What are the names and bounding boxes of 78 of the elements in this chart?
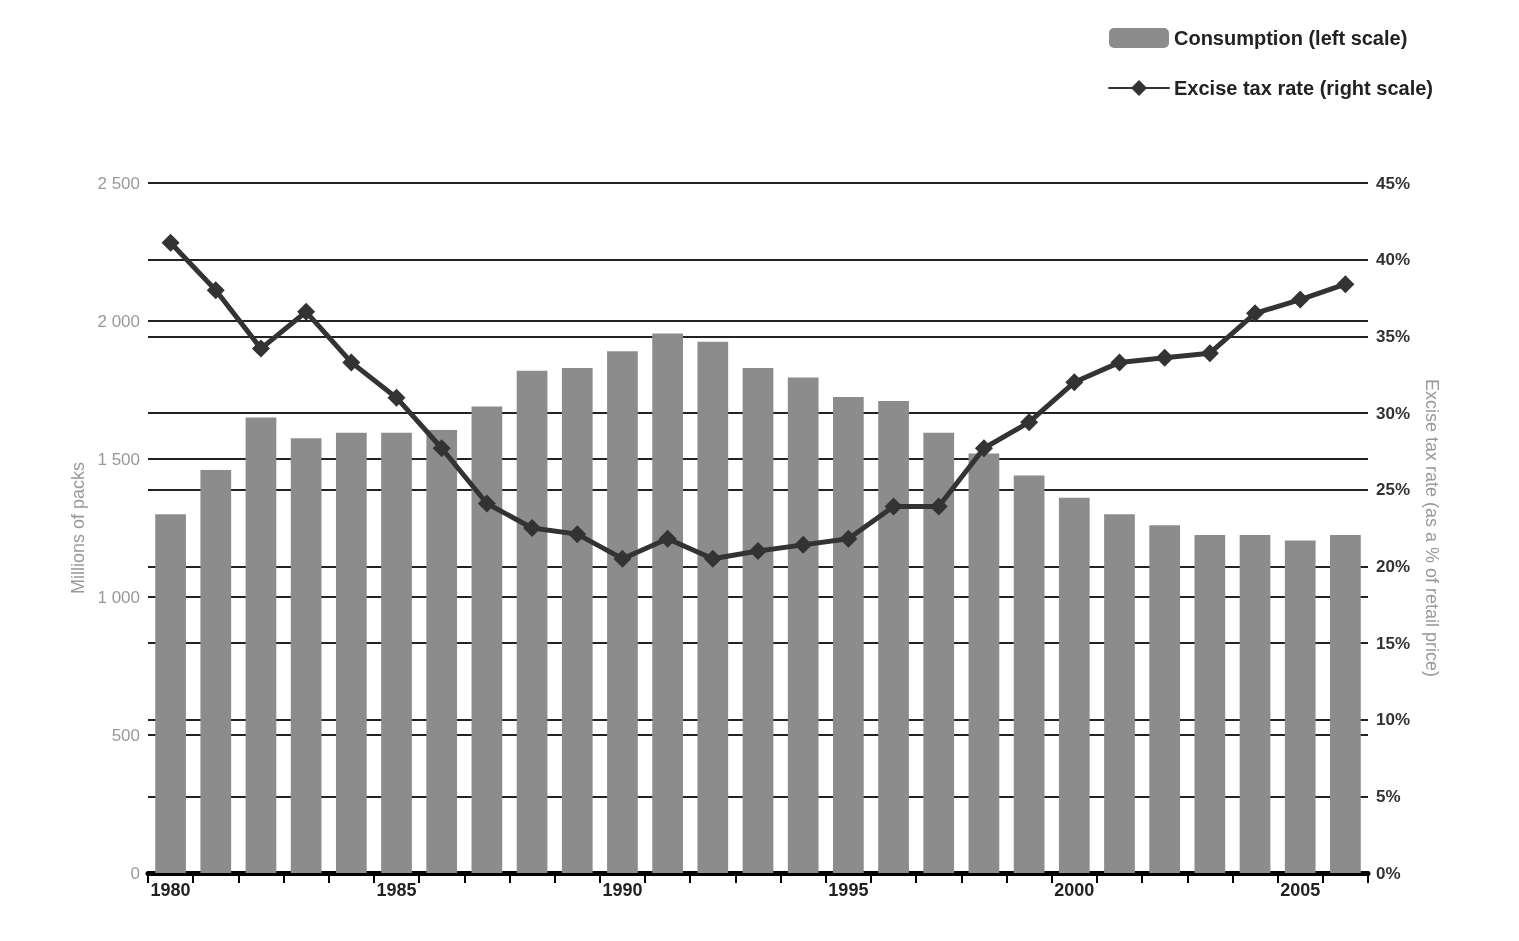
x-tick-label: 1990: [602, 880, 643, 900]
point: [1336, 275, 1355, 294]
point: [1065, 373, 1084, 392]
y2-tick-label: 15%: [1376, 633, 1411, 653]
point: [703, 549, 722, 568]
y2-tick-label: 10%: [1376, 710, 1411, 730]
y2-tick-label: 30%: [1376, 403, 1411, 423]
point: [568, 525, 587, 544]
point: [613, 549, 632, 568]
bar: [652, 333, 683, 873]
x-tick-label: 1980: [150, 880, 191, 900]
point: [974, 439, 993, 458]
point: [342, 353, 361, 372]
point: [794, 535, 813, 554]
y2-tick-label: 35%: [1376, 326, 1411, 346]
point: [432, 439, 451, 458]
point: [297, 302, 316, 321]
y2-tick-label: 20%: [1376, 556, 1411, 576]
bar: [381, 432, 412, 873]
bar: [245, 417, 277, 873]
y-tick-label: 500: [111, 725, 140, 745]
x-tick-label: 1995: [828, 880, 869, 900]
y2-tick-label: 40%: [1376, 250, 1411, 270]
y2-axis-title: Excise tax rate (as a % of retail price): [1422, 378, 1442, 678]
bar: [1239, 534, 1271, 873]
point: [749, 542, 767, 560]
bar: [1104, 514, 1135, 873]
bar: [1330, 534, 1361, 873]
bar: [787, 377, 819, 873]
bar: [1058, 497, 1090, 873]
y2-tick-label: 5%: [1376, 786, 1401, 806]
y-tick-label: 1 500: [97, 449, 140, 469]
y2-tick-label: 0%: [1376, 863, 1401, 883]
point: [251, 339, 270, 358]
x-tick-label: 2005: [1280, 880, 1321, 900]
point: [1246, 304, 1265, 323]
x-tick-label: 1985: [376, 880, 417, 900]
bar: [290, 438, 322, 873]
bar: [878, 401, 909, 873]
point: [1110, 353, 1129, 372]
y-tick-label: 2 000: [97, 311, 140, 331]
bar: [335, 432, 367, 873]
point: [387, 388, 406, 407]
point: [523, 519, 542, 537]
y-tick-label: 0: [130, 863, 140, 883]
point: [1020, 413, 1039, 432]
bar: [1149, 525, 1181, 873]
y2-tick-label: 45%: [1376, 173, 1411, 193]
bar: [833, 396, 864, 873]
point: [477, 494, 496, 513]
point: [839, 529, 858, 548]
bar: [561, 367, 593, 873]
bar: [426, 430, 458, 873]
bar: [1013, 475, 1045, 873]
bar: [155, 514, 186, 873]
bar: [742, 367, 774, 873]
y-tick-label: 2 500: [97, 173, 140, 193]
y-axis-title: Millions of packs: [67, 461, 88, 595]
point: [206, 281, 225, 300]
point: [161, 233, 180, 252]
bar: [471, 406, 503, 873]
bar: [697, 341, 729, 873]
legend-label: Excise tax rate (right scale): [1173, 77, 1433, 99]
point: [658, 529, 677, 548]
bar: [607, 351, 638, 873]
bar: [1284, 540, 1316, 873]
point: [1200, 344, 1219, 363]
point: [1291, 290, 1310, 309]
bar: [968, 453, 1000, 873]
bar: [1194, 534, 1226, 873]
point: [1155, 348, 1174, 367]
bar: [516, 370, 548, 873]
legend-label: Consumption (left scale): [1173, 27, 1408, 49]
y2-tick-label: 25%: [1376, 480, 1411, 500]
bar: [923, 432, 955, 873]
x-tick-label: 2000: [1054, 880, 1095, 900]
bar: [200, 470, 232, 873]
y-tick-label: 1 000: [97, 587, 140, 607]
